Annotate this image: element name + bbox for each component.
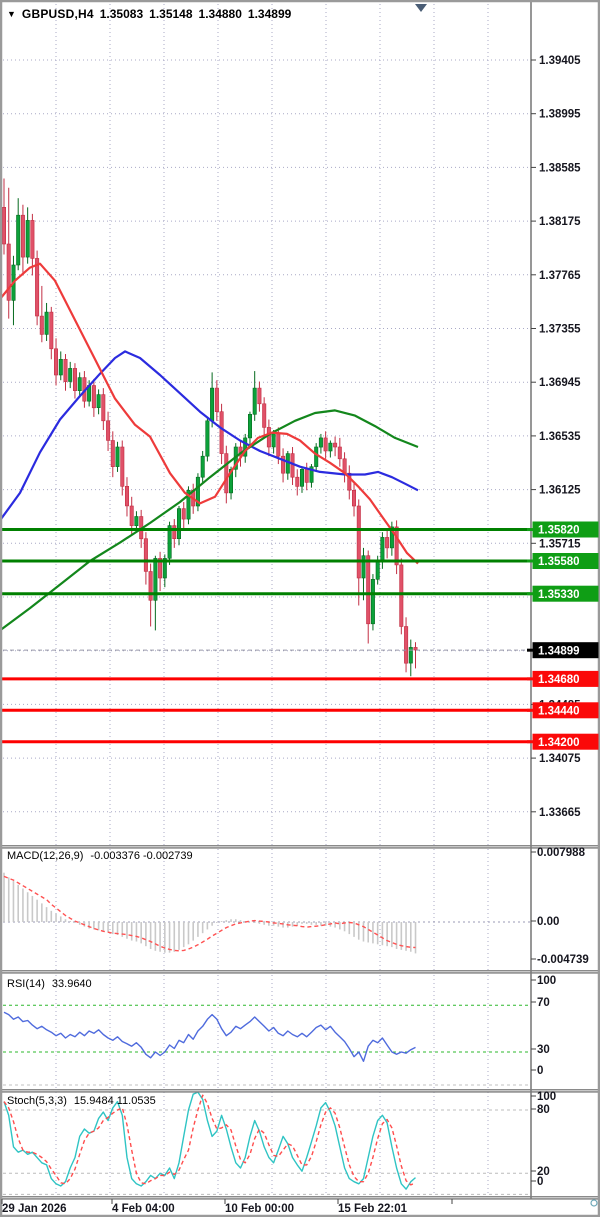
macd-values: -0.003376 -0.002739 [90,850,193,862]
rsi-line [3,1011,416,1063]
price-badge-text: 1.34200 [538,737,580,749]
time-scale[interactable]: 29 Jan 2026 4 Feb 04:00 10 Feb 00:00 15 Feb… [1,1199,598,1215]
macd-name: MACD(12,26,9) [7,850,84,862]
macd-axis-label: -0.004739 [537,954,589,966]
stoch-axis-label: 100 [537,1091,556,1103]
time-axis-label: 15 Feb 22:01 [338,1203,408,1215]
rsi-axis-label: 100 [537,975,556,987]
close-value: 1.34899 [247,7,292,21]
rsi-indicator-label: RSI(14) 33.9640 [7,978,92,990]
price-axis-label: 1.37355 [539,324,581,336]
price-badge-text: 1.34899 [538,645,580,657]
price-axis-label: 1.38995 [539,109,581,121]
support-lines[interactable] [2,677,531,744]
current-bar-marker-icon [415,4,427,12]
price-axis-label: 1.35715 [539,538,581,550]
stoch-indicator-label: Stoch(5,3,3) 15.9484 11.0535 [7,1095,156,1107]
price-scale[interactable]: 1.39405 1.38995 1.38585 1.38175 1.37765 1.373… [527,55,599,1188]
high-value: 1.35148 [149,7,193,21]
scroll-indicator-icon [590,1199,598,1207]
price-badge-text: 1.34440 [538,705,580,717]
open-value: 1.35083 [99,7,144,21]
stoch-axis-label: 20 [537,1166,550,1178]
price-axis-label: 1.36535 [539,431,581,443]
stoch-axis-label: 0 [537,1176,543,1188]
pane-separators[interactable] [0,845,600,1200]
time-axis-label: 29 Jan 2026 [2,1203,67,1215]
stoch-values: 15.9484 11.0535 [73,1095,156,1107]
price-badge-1.34440: 1.34440 [527,702,599,719]
low-value: 1.34880 [198,7,242,21]
price-axis-label: 1.37765 [539,270,581,282]
time-axis-label: 10 Feb 00:00 [225,1203,294,1215]
chart-title: ▼ GBPUSD,H4 1.35083 1.35148 1.34880 1.34… [7,7,291,21]
stoch-axis-label: 80 [537,1104,550,1116]
price-badge-text: 1.35330 [538,589,580,601]
price-badge-text: 1.35580 [538,556,580,568]
rsi-values: 33.9640 [51,978,92,990]
stoch-k-line [3,1091,416,1190]
price-badge-1.35580: 1.35580 [527,553,599,569]
price-badge-1.34680: 1.34680 [527,670,599,687]
price-badge-1.34899: 1.34899 [527,642,599,659]
price-axis-label: 1.34075 [539,753,581,765]
stoch-d-line [3,1094,416,1186]
price-axis-label: 1.38175 [539,216,581,228]
symbol-period-label: GBPUSD,H4 [21,7,94,21]
price-badge-1.35820: 1.35820 [527,521,599,538]
price-badge-text: 1.34680 [538,674,580,686]
ma-green-line [0,409,419,632]
price-axis-label: 1.39405 [539,55,581,67]
price-badge-1.34200: 1.34200 [527,733,599,750]
resistance-lines[interactable] [2,528,531,596]
price-axis-label: 1.36125 [539,485,581,497]
rsi-axis-label: 70 [537,997,550,1009]
ma-blue-line [0,350,419,522]
price-badge-text: 1.35820 [538,525,580,537]
chart-dropdown-icon[interactable]: ▼ [7,9,16,19]
time-axis-label: 4 Feb 04:00 [112,1203,175,1215]
macd-signal-line [3,875,416,952]
macd-axis-label: 0.00 [537,916,559,928]
price-badge-1.35330: 1.35330 [527,585,599,602]
rsi-name: RSI(14) [7,978,45,990]
macd-indicator-label: MACD(12,26,9) -0.003376 -0.002739 [7,850,193,862]
price-axis-label: 1.38585 [539,162,581,174]
price-axis-label: 1.33665 [539,807,581,819]
stoch-name: Stoch(5,3,3) [7,1095,67,1107]
rsi-axis-label: 30 [537,1044,550,1056]
rsi-axis-label: 0 [537,1065,543,1077]
macd-axis-label: 0.007988 [537,847,586,859]
grid-horizontal [3,59,531,813]
grid-vertical [55,4,489,1196]
ma-red-line [0,262,419,565]
price-axis-label: 1.36945 [539,377,581,389]
